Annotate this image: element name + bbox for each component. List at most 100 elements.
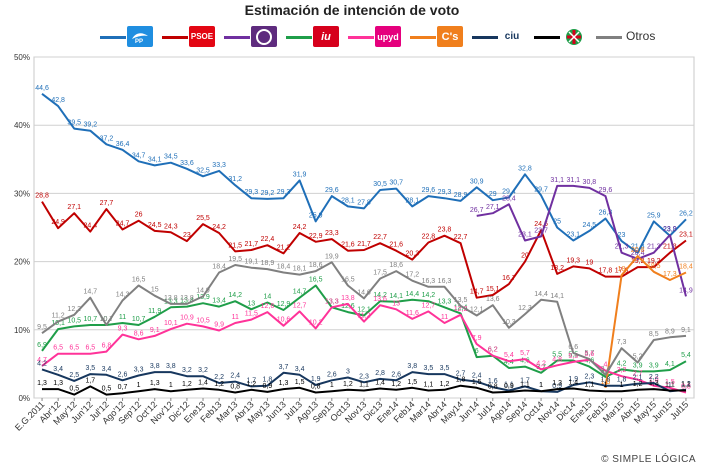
data-label: 1	[620, 382, 624, 389]
data-label: 10,7	[100, 316, 114, 323]
data-label: 4,2	[37, 360, 47, 367]
data-label: 18,2	[550, 265, 564, 272]
data-label: 20,8	[631, 247, 645, 254]
data-label: 0,5	[102, 386, 112, 393]
ciu-logo-icon: ciu	[499, 26, 525, 47]
data-label: 3,2	[182, 367, 192, 374]
data-label: 33,3	[212, 162, 226, 169]
data-label: 21,6	[341, 242, 355, 249]
cs-logo-icon: C's	[437, 26, 463, 47]
data-label: 1,2	[343, 381, 353, 388]
data-label: 18,5	[647, 263, 661, 270]
data-label: 15	[151, 287, 159, 294]
data-label: 26,3	[599, 210, 613, 217]
data-label: 29,3	[438, 189, 452, 196]
data-label: 1,4	[375, 379, 385, 386]
data-label: 13,6	[486, 296, 500, 303]
data-label: 14,2	[422, 292, 436, 299]
data-label: 28,9	[454, 192, 468, 199]
data-label: 11,2	[52, 313, 65, 320]
data-label: 22,9	[309, 233, 323, 240]
data-label: 28,1	[405, 197, 419, 204]
data-label: 1	[604, 382, 608, 389]
legend-swatch-pp	[100, 36, 126, 39]
data-label: 1,1	[359, 381, 369, 388]
data-label: 5,5	[552, 351, 562, 358]
data-label: 24,3	[164, 223, 178, 230]
source-credit: © SIMPLE LÓGICA	[601, 454, 696, 465]
data-label: 28,8	[35, 193, 49, 200]
series-line-otros	[41, 261, 687, 376]
data-label: 24,2	[212, 224, 226, 231]
data-label: 27,1	[486, 204, 500, 211]
data-label: 33,6	[180, 160, 194, 167]
data-label: 11,5	[245, 311, 258, 318]
data-label: 19,1	[245, 259, 259, 266]
data-label: 32,8	[518, 165, 532, 172]
data-label: 4,1	[665, 361, 675, 368]
data-label: 3	[346, 369, 350, 376]
data-label: 5,4	[504, 352, 514, 359]
data-label: 1,1	[424, 381, 434, 388]
data-label: 12,4	[454, 304, 468, 311]
data-label: 17,2	[405, 272, 419, 279]
data-label: 1,4	[198, 379, 208, 386]
series-line-podemos	[476, 184, 687, 297]
data-label: 2,1	[633, 375, 643, 382]
data-label: 3,8	[407, 363, 417, 370]
data-label: 1	[330, 382, 334, 389]
data-label: 32,5	[196, 167, 210, 174]
series-line-psoe	[41, 201, 687, 299]
data-label: 42,8	[51, 97, 65, 104]
data-label: 1,6	[488, 378, 498, 385]
y-tick-label: 10%	[14, 326, 30, 335]
data-label: 1	[137, 382, 141, 389]
data-label: 9,3	[118, 326, 128, 333]
data-label: 14,9	[679, 287, 693, 294]
data-label: 18,6	[309, 262, 323, 269]
data-label: 5,5	[568, 351, 578, 358]
data-label: 2,4	[472, 373, 482, 380]
psoe-logo-icon: PSOE	[189, 26, 215, 47]
data-label: 3,8	[150, 363, 160, 370]
data-label: 1,8	[649, 377, 659, 384]
data-label: 12,1	[470, 306, 484, 313]
data-label: 11,6	[406, 310, 419, 317]
data-label: 22,8	[422, 234, 436, 241]
data-label: 4,2	[617, 360, 627, 367]
data-label: 31,1	[566, 177, 580, 184]
data-label: 13,5	[454, 297, 468, 304]
data-label: 13,3	[164, 298, 178, 305]
data-label: 34,5	[164, 154, 178, 161]
data-label: 14,3	[116, 291, 130, 298]
data-label: 19,5	[228, 256, 242, 263]
data-label: 10,2	[309, 319, 323, 326]
data-label: 5,2	[633, 354, 643, 361]
data-label: 31,1	[550, 177, 564, 184]
data-label: 12,7	[422, 302, 436, 309]
data-label: 5,4	[681, 352, 691, 359]
data-label: 0,9	[504, 383, 514, 390]
data-label: 1,8	[456, 377, 466, 384]
data-label: 8,6	[134, 330, 144, 337]
data-label: 3,4	[295, 366, 305, 373]
data-label: 24,7	[116, 221, 130, 228]
data-label: 2,6	[118, 371, 128, 378]
data-label: 0,8	[311, 384, 321, 391]
data-label: 39,5	[67, 120, 81, 127]
y-tick-label: 50%	[14, 53, 30, 62]
data-label: 4,4	[504, 359, 514, 366]
data-label: 37,2	[100, 135, 114, 142]
y-tick-label: 0%	[18, 394, 30, 403]
y-tick-label: 30%	[14, 189, 30, 198]
data-label: 9,1	[681, 327, 691, 334]
data-label: 10,5	[196, 317, 210, 324]
data-label: 20	[521, 253, 529, 260]
data-label: 2,3	[359, 373, 369, 380]
data-label: 20,3	[405, 251, 419, 258]
data-label: 0,8	[681, 384, 691, 391]
data-label: 3,7	[279, 364, 289, 371]
data-label: 18,6	[389, 262, 403, 269]
series-line-iu	[41, 284, 687, 378]
data-label: 2,7	[633, 371, 643, 378]
